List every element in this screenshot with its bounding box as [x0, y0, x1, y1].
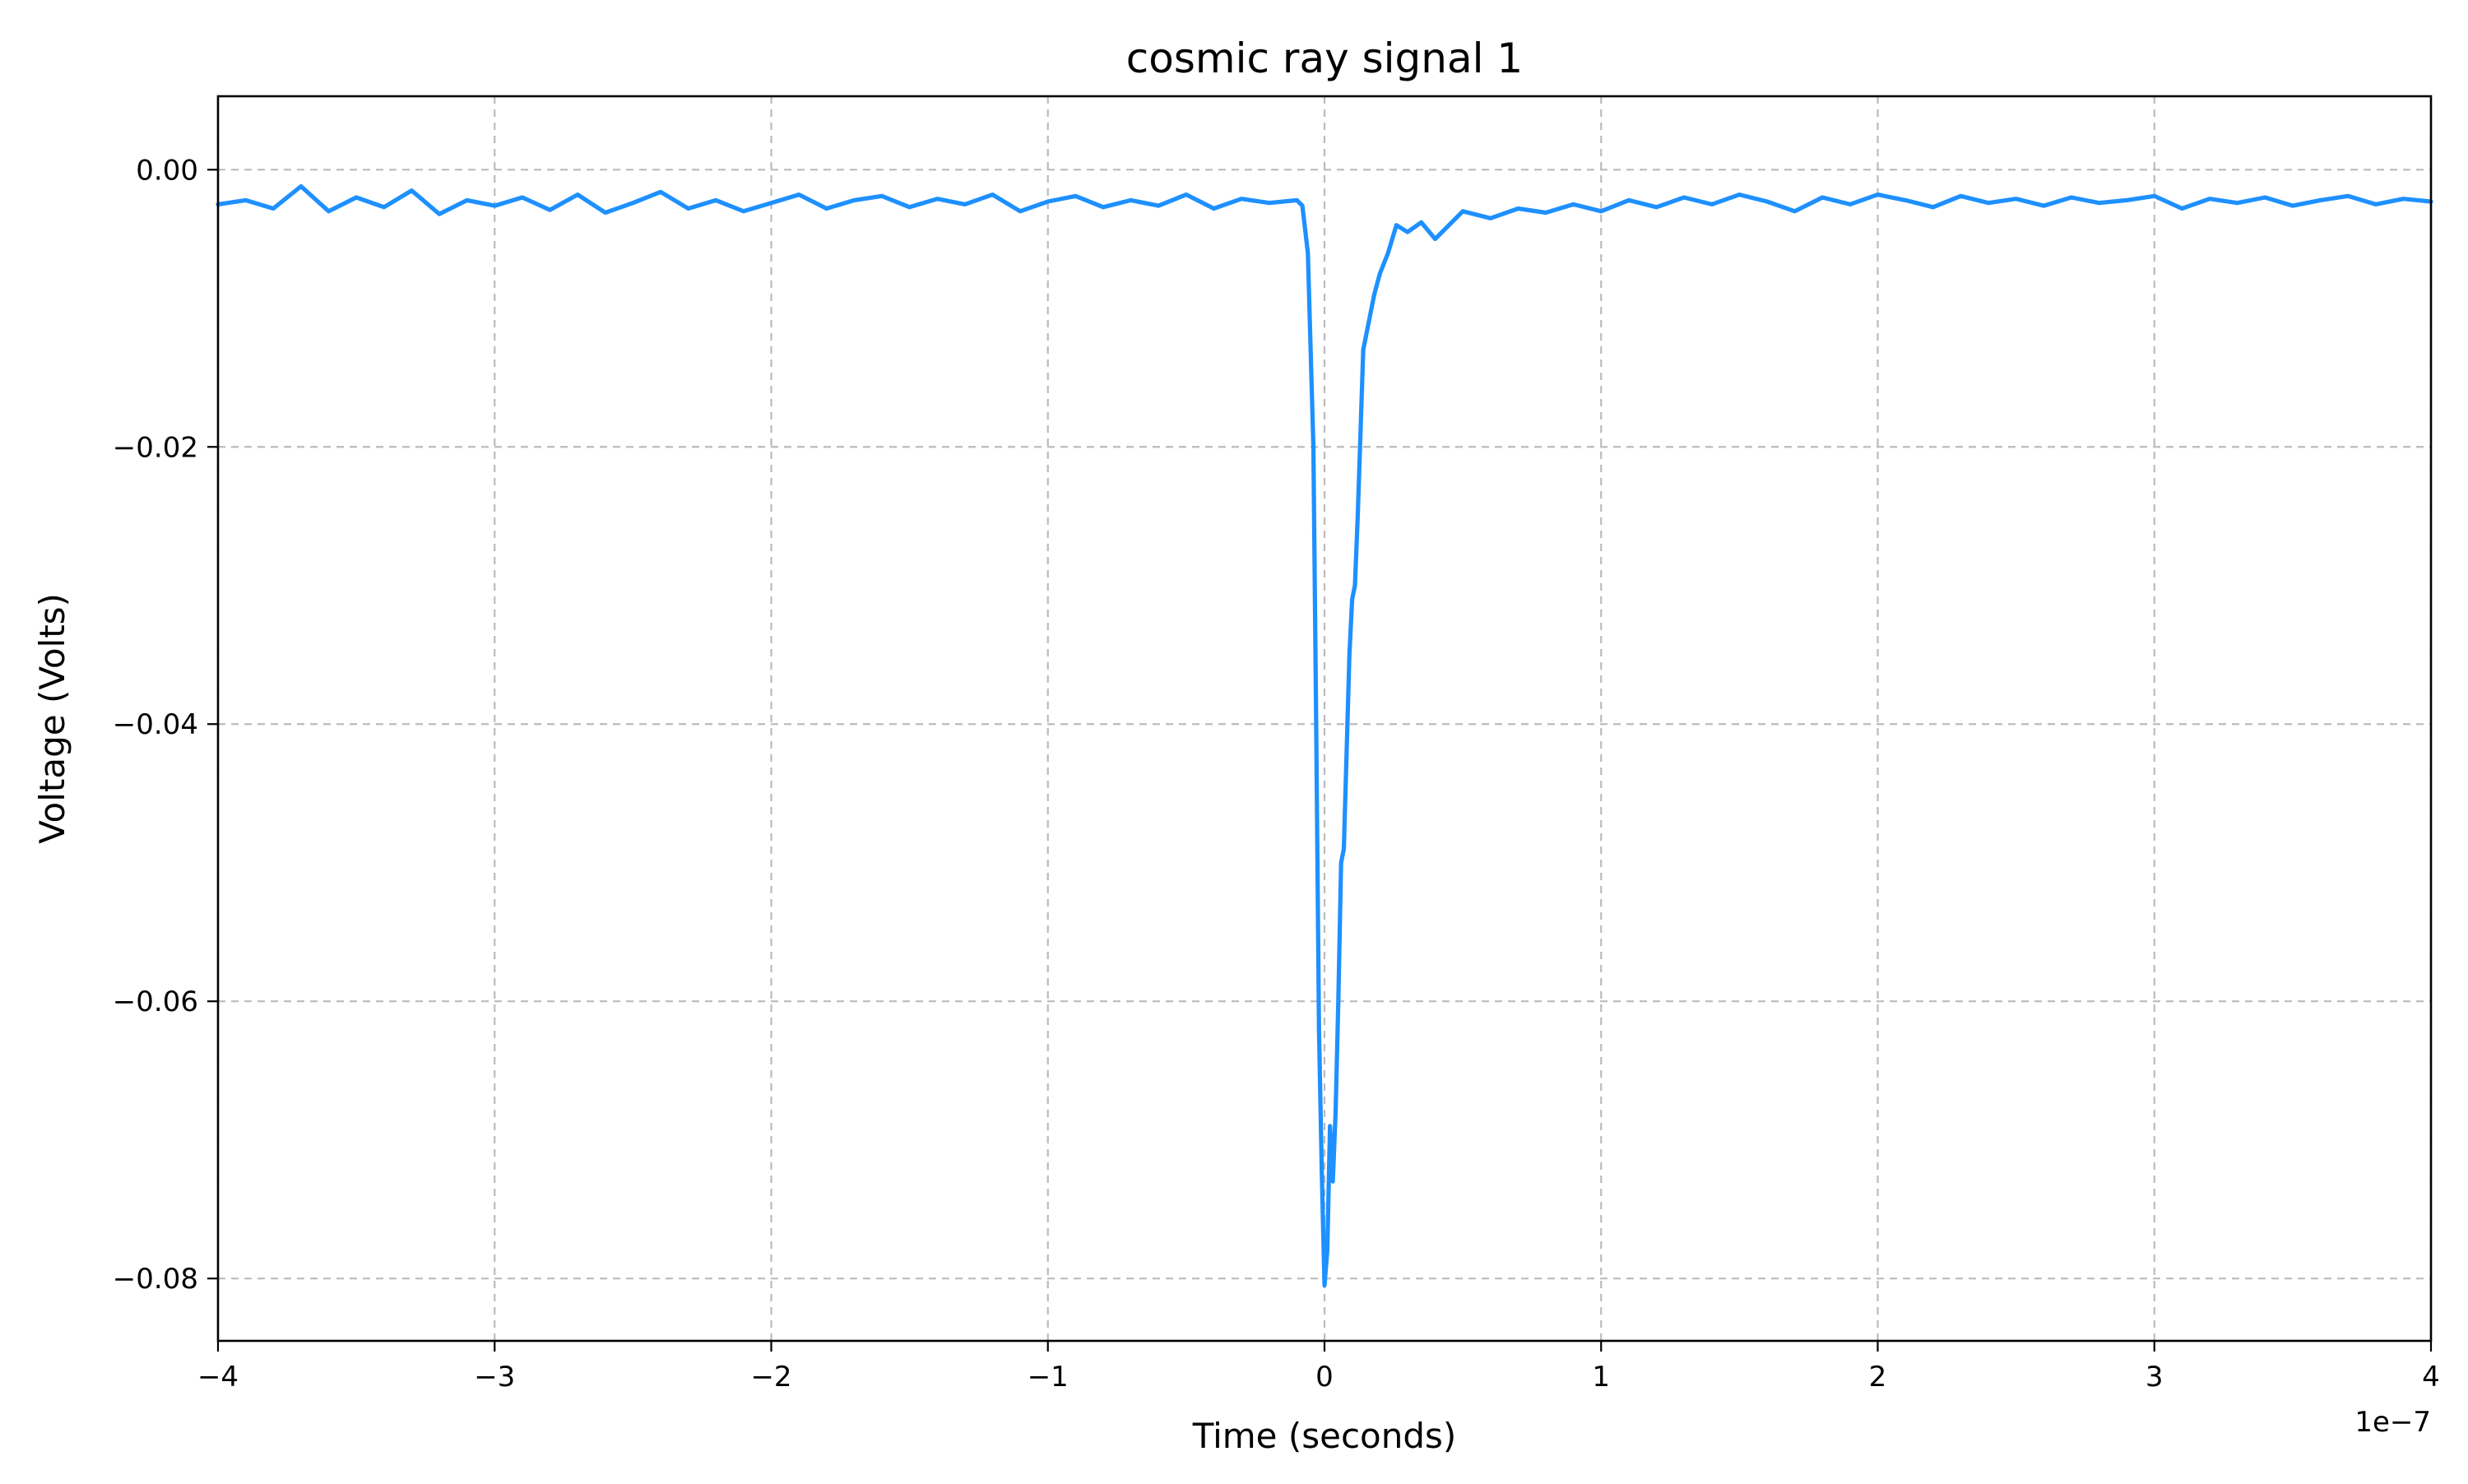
x-axis-label: Time (seconds)	[1192, 1416, 1457, 1456]
x-tick-label: 4	[2422, 1361, 2440, 1394]
x-tick-label: 0	[1315, 1361, 1334, 1394]
series-layer	[216, 183, 2433, 1288]
x-tick-label: −4	[197, 1361, 239, 1394]
y-axis-label: Voltage (Volts)	[32, 593, 72, 844]
x-tick-label: −3	[474, 1361, 515, 1394]
y-tick-label: −0.02	[113, 431, 198, 464]
signal-series-line	[216, 183, 2433, 1288]
x-tick-label: 1	[1592, 1361, 1610, 1394]
chart-title: cosmic ray signal 1	[1126, 35, 1523, 82]
axis-ticks: −4 −3 −2 −1 0 1 2 3 4 0.00 −0.02 −0.04 −0.06 −0.08	[113, 154, 2440, 1394]
x-tick-label: 3	[2146, 1361, 2164, 1394]
grid	[216, 96, 2433, 1341]
y-tick-label: 0.00	[136, 154, 198, 187]
y-tick-label: −0.04	[113, 708, 198, 741]
y-tick-label: −0.06	[113, 985, 198, 1018]
x-tick-label: −1	[1028, 1361, 1069, 1394]
x-tick-label: 2	[1869, 1361, 1887, 1394]
x-tick-label: −2	[750, 1361, 791, 1394]
y-tick-label: −0.08	[113, 1263, 198, 1296]
x-axis-offset-label: 1e−7	[2354, 1406, 2431, 1439]
